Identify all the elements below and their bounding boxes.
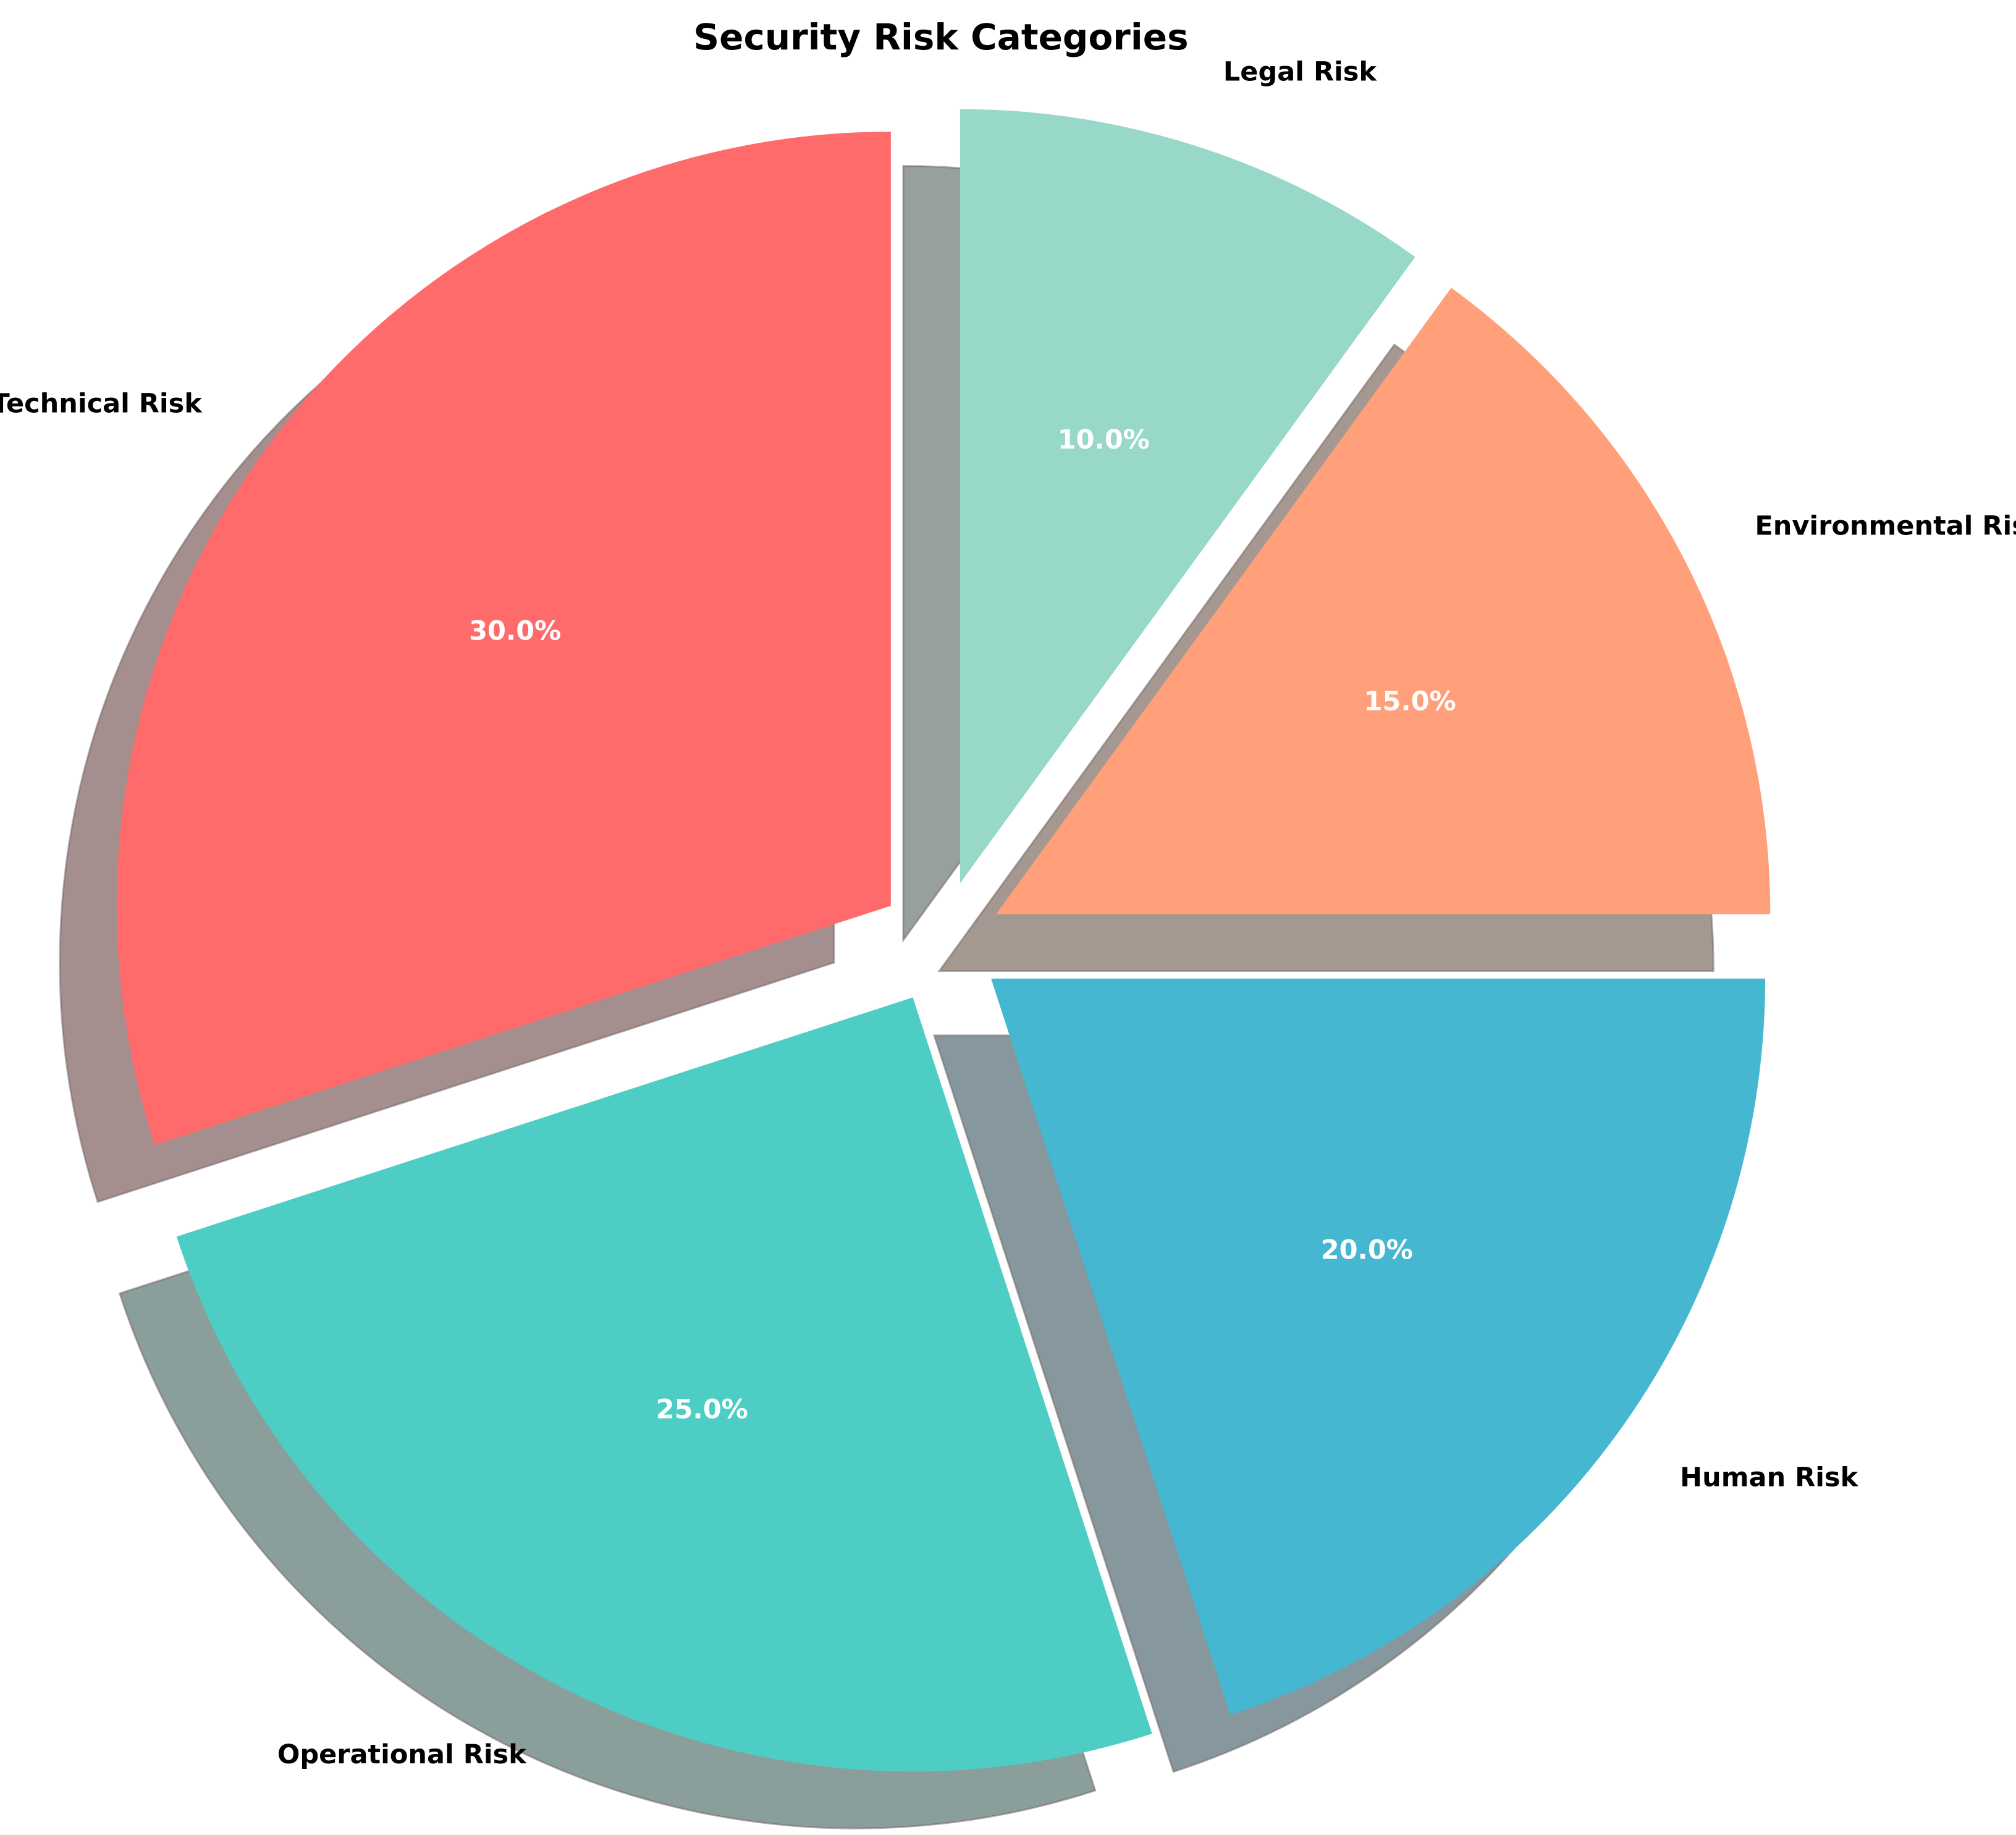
label-environmental-risk: Environmental Risk	[1755, 510, 2016, 541]
label-layer: Technical Risk 30.0% Operational Risk 25.0%…	[0, 56, 2016, 1770]
slice-environmental-risk[interactable]	[996, 287, 1771, 914]
slice-layer	[116, 109, 1771, 1772]
pct-label-human-risk: 20.0%	[1321, 1234, 1413, 1265]
label-legal-risk: Legal Risk	[1223, 56, 1378, 87]
pct-label-operational-risk: 25.0%	[656, 1394, 748, 1425]
pct-label-environmental-risk: 15.0%	[1364, 686, 1456, 717]
pct-label-legal-risk: 10.0%	[1058, 424, 1150, 455]
label-human-risk: Human Risk	[1680, 1462, 1858, 1493]
slice-technical-risk[interactable]	[116, 132, 891, 1145]
label-operational-risk: Operational Risk	[277, 1739, 527, 1770]
chart-title: Security Risk Categories	[693, 16, 1188, 58]
slice-legal-risk[interactable]	[959, 109, 1415, 884]
slice-operational-risk[interactable]	[176, 997, 1152, 1772]
label-technical-risk: Technical Risk	[0, 388, 203, 419]
pct-label-technical-risk: 30.0%	[469, 616, 561, 647]
slice-human-risk[interactable]	[991, 978, 1766, 1715]
